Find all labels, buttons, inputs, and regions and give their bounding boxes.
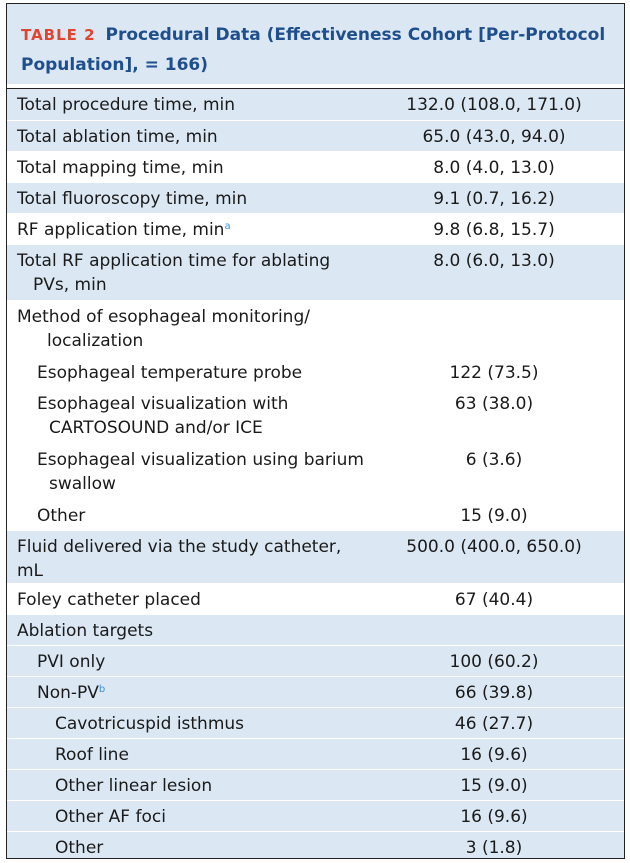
row-label-line2: swallow <box>49 473 116 494</box>
row-label: Esophageal visualization using barium sw… <box>7 443 364 500</box>
row-label: Esophageal temperature probe <box>7 356 364 388</box>
table-row: Esophageal temperature probe 122 (73.5) <box>7 356 624 388</box>
table-row: Other AF foci 16 (9.6) <box>7 800 624 832</box>
row-value: 9.8 (6.8, 15.7) <box>364 213 624 245</box>
row-label: Total fluoroscopy time, min <box>7 182 364 214</box>
table-row: Total fluoroscopy time, min 9.1 (0.7, 16… <box>7 182 624 214</box>
row-value: 500.0 (400.0, 650.0) <box>364 530 624 584</box>
row-value: 66 (39.8) <box>364 676 624 708</box>
row-label: Cavotricuspid isthmus <box>7 707 364 739</box>
data-table: Total procedure time, min 132.0 (108.0, … <box>7 89 624 858</box>
row-label: Ablation targets <box>7 614 364 646</box>
row-label: Other AF foci <box>7 800 364 832</box>
row-label: RF application time, mina <box>7 213 364 245</box>
table-row: RF application time, mina 9.8 (6.8, 15.7… <box>7 213 624 245</box>
table-row: Cavotricuspid isthmus 46 (27.7) <box>7 707 624 739</box>
row-value: 100 (60.2) <box>364 645 624 677</box>
table-row: Esophageal visualization with CARTOSOUND… <box>7 387 624 444</box>
row-value: 16 (9.6) <box>364 738 624 770</box>
row-label-line1: Esophageal visualization with <box>37 393 289 414</box>
row-value <box>364 300 624 357</box>
footnote-marker: b <box>98 683 106 695</box>
row-value: 132.0 (108.0, 171.0) <box>364 89 624 121</box>
row-label-line2: localization <box>47 330 144 351</box>
table-row: Method of esophageal monitoring/ localiz… <box>7 300 624 357</box>
row-label: Esophageal visualization with CARTOSOUND… <box>7 387 364 444</box>
table-row: Esophageal visualization using barium sw… <box>7 443 624 500</box>
table-caption: TABLE 2 Procedural Data (Effectiveness C… <box>7 4 624 84</box>
row-label: Method of esophageal monitoring/ localiz… <box>7 300 364 357</box>
row-value: 67 (40.4) <box>364 583 624 615</box>
row-label-line1: Esophageal visualization using barium <box>37 449 364 470</box>
table-row: Fluid delivered via the study catheter, … <box>7 530 624 584</box>
row-label: PVI only <box>7 645 364 677</box>
row-value: 15 (9.0) <box>364 499 624 531</box>
row-label-line1: Method of esophageal monitoring/ <box>17 306 310 327</box>
procedural-data-table: TABLE 2 Procedural Data (Effectiveness C… <box>6 3 625 859</box>
table-row: Foley catheter placed 67 (40.4) <box>7 583 624 615</box>
header-rule <box>7 88 624 90</box>
row-value: 65.0 (43.0, 94.0) <box>364 120 624 152</box>
row-label: Roof line <box>7 738 364 770</box>
row-value: 3 (1.8) <box>364 831 624 858</box>
table-row: Other linear lesion 15 (9.0) <box>7 769 624 801</box>
row-label: Other linear lesion <box>7 769 364 801</box>
row-label: Foley catheter placed <box>7 583 364 615</box>
row-value: 63 (38.0) <box>364 387 624 444</box>
row-label: Other <box>7 499 364 531</box>
row-label-text: RF application time, min <box>17 219 225 240</box>
row-label: Total mapping time, min <box>7 151 364 183</box>
row-value <box>364 614 624 646</box>
table-row: Other 3 (1.8) <box>7 831 624 858</box>
footnote-marker: a <box>224 220 231 232</box>
table-row: Total RF application time for ablating P… <box>7 244 624 301</box>
table-row: Ablation targets <box>7 614 624 646</box>
row-label: Non-PVb <box>7 676 364 708</box>
table-row: Total procedure time, min 132.0 (108.0, … <box>7 89 624 121</box>
row-value: 46 (27.7) <box>364 707 624 739</box>
row-label: Other <box>7 831 364 858</box>
row-label: Total procedure time, min <box>7 89 364 121</box>
row-value: 15 (9.0) <box>364 769 624 801</box>
row-label: Total RF application time for ablating P… <box>7 244 364 301</box>
row-value: 16 (9.6) <box>364 800 624 832</box>
table-row: Roof line 16 (9.6) <box>7 738 624 770</box>
row-value: 8.0 (6.0, 13.0) <box>364 244 624 301</box>
row-value: 6 (3.6) <box>364 443 624 500</box>
table-label: TABLE 2 <box>21 26 96 44</box>
row-value: 122 (73.5) <box>364 356 624 388</box>
table-row: Non-PVb 66 (39.8) <box>7 676 624 708</box>
row-value: 9.1 (0.7, 16.2) <box>364 182 624 214</box>
row-label: Fluid delivered via the study catheter, … <box>7 530 364 584</box>
row-label-line2: CARTOSOUND and/or ICE <box>49 417 263 438</box>
table-row: Total ablation time, min 65.0 (43.0, 94.… <box>7 120 624 152</box>
table-row: Other 15 (9.0) <box>7 499 624 531</box>
row-label-line2: PVs, min <box>33 274 107 295</box>
table-title: Procedural Data (Effectiveness Cohort [P… <box>21 25 606 75</box>
row-value: 8.0 (4.0, 13.0) <box>364 151 624 183</box>
row-label-text: Non-PV <box>37 682 99 703</box>
row-label: Total ablation time, min <box>7 120 364 152</box>
row-label-line1: Total RF application time for ablating <box>17 250 331 271</box>
table-row: Total mapping time, min 8.0 (4.0, 13.0) <box>7 151 624 183</box>
table-row: PVI only 100 (60.2) <box>7 645 624 677</box>
